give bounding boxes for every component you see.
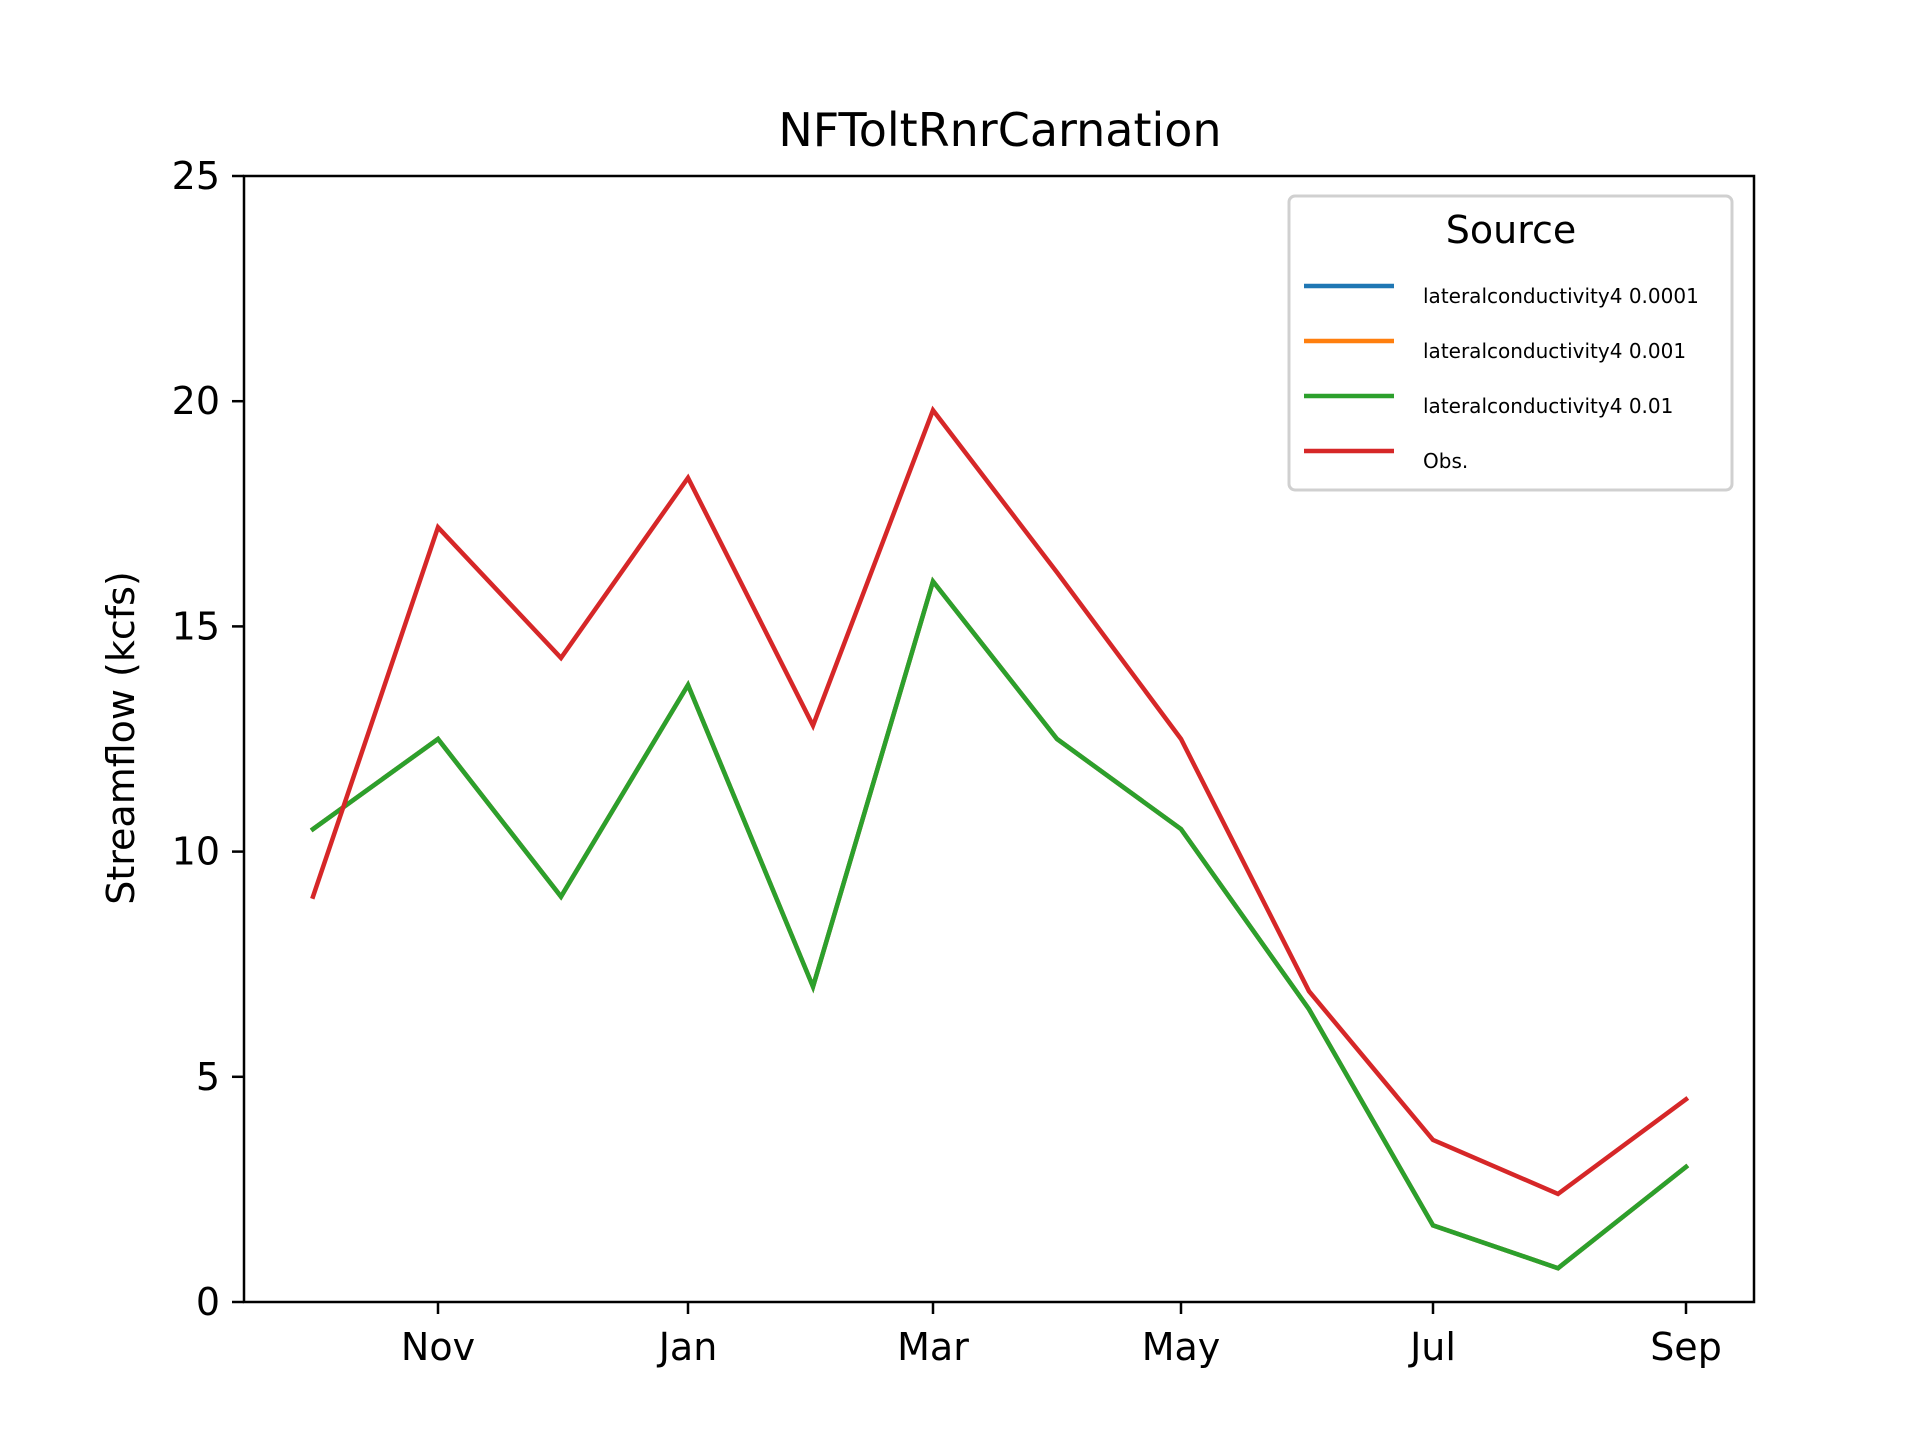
y-axis-label: Streamflow (kcfs) [99,571,143,905]
series-line-2 [309,576,1690,1271]
plot-frame [242,174,1756,1304]
y-tick-label: 25 [172,154,220,198]
legend: Source lateralconductivity4 0.0001latera… [1287,194,1734,492]
legend-label: lateralconductivity4 0.01 [1423,394,1673,418]
series-line-0 [309,576,1690,1271]
series-layer [309,405,1690,1271]
chart-title: NFToltRnrCarnation [778,103,1221,157]
x-tick-label: Nov [401,1325,475,1369]
x-tick-label: Mar [897,1325,969,1369]
legend-title: Source [1446,208,1577,252]
x-tick-label: Sep [1650,1325,1722,1369]
y-axis: 0 5 10 15 20 25 [172,154,244,1324]
series-line-3 [310,405,1690,1197]
x-tick-label: Jan [657,1325,718,1369]
series-line-1 [309,576,1690,1271]
x-tick-label: May [1142,1325,1221,1369]
y-tick-label: 5 [196,1055,220,1099]
y-tick-label: 0 [196,1280,220,1324]
legend-label: Obs. [1423,449,1468,473]
legend-label: lateralconductivity4 0.001 [1423,339,1686,363]
legend-items: lateralconductivity4 0.0001 lateralconduc… [1304,283,1699,473]
y-tick-label: 15 [172,604,220,648]
x-tick-label: Jul [1408,1325,1456,1369]
legend-label: lateralconductivity4 0.0001 [1423,284,1699,308]
y-tick-label: 10 [172,830,220,874]
legend-box [1287,194,1734,492]
y-tick-label: 20 [172,379,220,423]
x-axis: Nov Jan Mar May Jul Sep [401,1302,1722,1369]
